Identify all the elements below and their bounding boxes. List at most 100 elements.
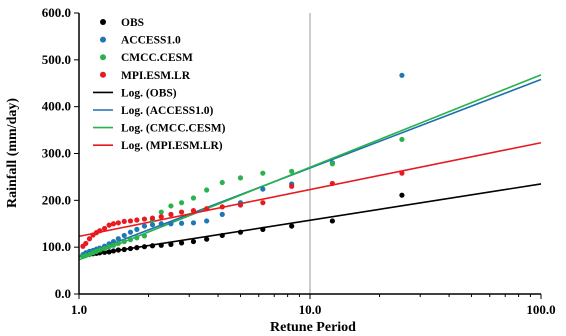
data-point-series-4 <box>329 180 335 187</box>
data-point-series-1 <box>158 242 164 248</box>
x-tick-label: 1.0 <box>71 302 87 317</box>
y-tick-label: 500.0 <box>42 52 71 67</box>
data-point-series-3 <box>127 237 134 243</box>
y-tick-label: 100.0 <box>42 239 71 254</box>
data-point-series-4 <box>149 215 156 221</box>
data-point-series-1 <box>399 192 405 198</box>
data-point-series-2 <box>260 186 266 192</box>
data-point-series-3 <box>97 247 103 253</box>
data-point-series-3 <box>134 235 140 241</box>
data-point-series-4 <box>158 214 164 220</box>
data-point-series-1 <box>106 249 112 255</box>
data-point-series-3 <box>141 233 148 239</box>
legend-label: CMCC.CESM <box>121 52 193 64</box>
data-point-series-3 <box>121 238 127 245</box>
legend-label: Log. (OBS) <box>121 87 177 99</box>
data-point-series-3 <box>219 179 225 186</box>
data-point-series-1 <box>101 249 108 255</box>
data-point-series-4 <box>83 240 89 247</box>
data-point-series-4 <box>190 208 197 214</box>
data-point-series-3 <box>237 175 244 181</box>
trendline-4 <box>78 141 542 238</box>
data-point-series-2 <box>190 220 197 226</box>
data-point-series-4 <box>204 206 210 212</box>
legend-marker <box>100 36 106 43</box>
data-point-series-2 <box>219 211 225 217</box>
data-point-series-4 <box>141 216 148 222</box>
data-point-series-2 <box>121 232 127 239</box>
data-point-series-1 <box>190 238 197 245</box>
data-point-series-4 <box>106 222 112 228</box>
legend-label: ACCESS1.0 <box>121 35 181 47</box>
data-point-series-3 <box>168 203 174 209</box>
data-point-series-4 <box>110 221 117 227</box>
data-point-series-4 <box>127 218 134 224</box>
legend-label: Log. (MPI.ESM.LR) <box>121 140 223 152</box>
y-tick-label: 400.0 <box>42 99 71 114</box>
y-tick-label: 200.0 <box>42 192 71 207</box>
data-point-series-1 <box>141 244 148 250</box>
x-tick-label: 10.0 <box>299 302 322 317</box>
data-point-series-1 <box>168 241 174 247</box>
data-point-series-3 <box>158 209 164 215</box>
data-point-series-2 <box>149 222 156 228</box>
data-point-series-1 <box>134 245 140 251</box>
data-point-series-2 <box>115 236 121 242</box>
data-point-series-3 <box>101 245 108 252</box>
x-tick-label: 100.0 <box>526 302 555 317</box>
data-point-series-3 <box>399 136 405 143</box>
legend-label: MPI.ESM.LR <box>121 70 191 82</box>
legend: OBS ACCESS1.0 CMCC.CESM MPI.ESM.LR Log. (OBS… <box>93 17 226 152</box>
data-point-series-3 <box>115 240 121 247</box>
legend-marker <box>100 71 106 78</box>
data-point-series-3 <box>204 187 210 193</box>
data-point-series-3 <box>110 242 117 248</box>
legend-marker <box>100 19 106 25</box>
data-point-series-4 <box>86 236 93 242</box>
data-point-series-2 <box>168 221 174 227</box>
data-point-series-1 <box>178 240 185 246</box>
data-point-series-4 <box>178 209 185 215</box>
trendline-layer <box>78 74 542 261</box>
legend-label: OBS <box>121 17 144 29</box>
data-point-series-1 <box>289 223 295 229</box>
data-point-series-3 <box>178 200 185 206</box>
data-point-series-1 <box>110 248 117 254</box>
data-point-series-3 <box>289 168 295 174</box>
data-point-series-1 <box>219 232 225 239</box>
y-tick-label: 600.0 <box>42 5 71 20</box>
data-point-series-2 <box>134 226 140 232</box>
trendline-3 <box>78 74 542 261</box>
data-point-series-4 <box>399 170 405 176</box>
data-point-series-2 <box>399 72 405 78</box>
data-point-series-3 <box>260 170 266 176</box>
data-point-series-2 <box>158 221 164 227</box>
data-point-series-2 <box>127 229 134 235</box>
x-axis-title: Retune Period <box>270 320 356 335</box>
data-point-series-2 <box>204 218 210 224</box>
data-point-series-3 <box>106 244 112 250</box>
legend-label: Log. (CMCC.CESM) <box>121 123 226 135</box>
data-point-series-2 <box>178 220 185 226</box>
legend-label: Log. (ACCESS1.0) <box>121 105 214 117</box>
data-point-series-4 <box>115 220 121 226</box>
data-point-layer <box>80 72 405 260</box>
data-point-series-1 <box>204 236 210 242</box>
data-point-series-4 <box>168 211 174 217</box>
data-point-series-4 <box>237 202 244 208</box>
y-axis-title: Rainfall (mm/day) <box>5 98 20 208</box>
y-tick-label: 300.0 <box>42 146 71 161</box>
data-point-series-1 <box>237 229 244 235</box>
data-point-series-4 <box>134 217 140 223</box>
trendline-1 <box>78 183 542 258</box>
data-point-series-1 <box>115 247 121 253</box>
data-point-series-3 <box>190 195 197 201</box>
data-point-series-1 <box>127 245 134 252</box>
y-tick-label: 0.0 <box>55 286 71 301</box>
legend-marker <box>100 54 106 61</box>
data-point-series-4 <box>219 204 225 210</box>
data-point-series-1 <box>121 246 127 253</box>
data-point-series-3 <box>329 161 335 167</box>
data-point-series-1 <box>329 218 335 224</box>
data-point-series-2 <box>110 238 117 245</box>
